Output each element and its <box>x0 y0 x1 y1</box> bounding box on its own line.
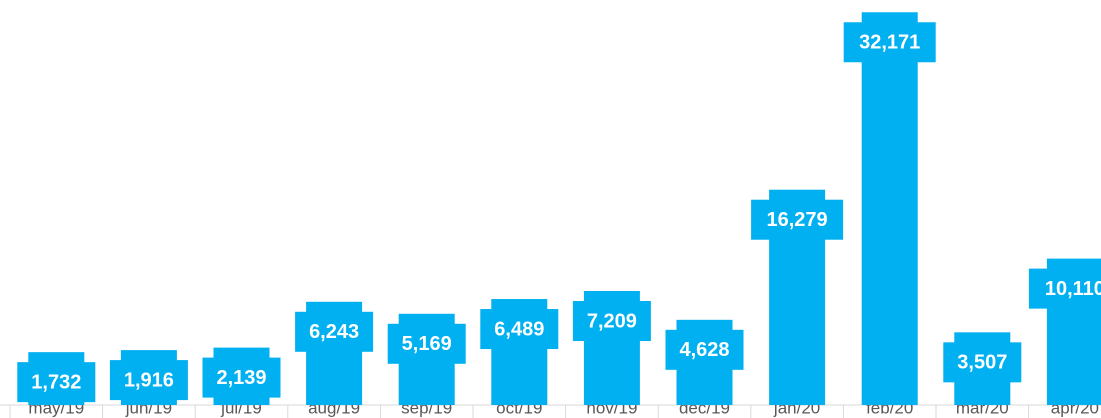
data-label-box <box>665 329 744 370</box>
data-label: 5,169 <box>402 333 452 355</box>
data-label-box <box>17 362 96 403</box>
data-label-box <box>1028 268 1101 309</box>
data-label-box <box>843 22 936 63</box>
data-label: 3,507 <box>957 352 1007 374</box>
data-label-box <box>109 360 188 401</box>
data-label: 1,732 <box>31 371 81 393</box>
data-label-box <box>480 309 559 350</box>
data-label-box <box>943 342 1022 383</box>
data-label-box <box>202 357 281 398</box>
data-label: 32,171 <box>859 32 920 54</box>
data-label-box <box>572 300 651 341</box>
data-label: 1,916 <box>124 369 174 391</box>
bar <box>861 12 918 405</box>
data-label: 6,489 <box>494 318 544 340</box>
data-label: 6,243 <box>309 321 359 343</box>
data-label: 16,279 <box>767 209 828 231</box>
data-label: 7,209 <box>587 310 637 332</box>
data-label-box <box>751 199 844 240</box>
data-label-box <box>295 311 374 352</box>
data-label: 4,628 <box>679 339 729 361</box>
data-label: 2,139 <box>216 367 266 389</box>
data-label-box <box>387 323 466 364</box>
data-label: 10,110 <box>1045 278 1101 300</box>
